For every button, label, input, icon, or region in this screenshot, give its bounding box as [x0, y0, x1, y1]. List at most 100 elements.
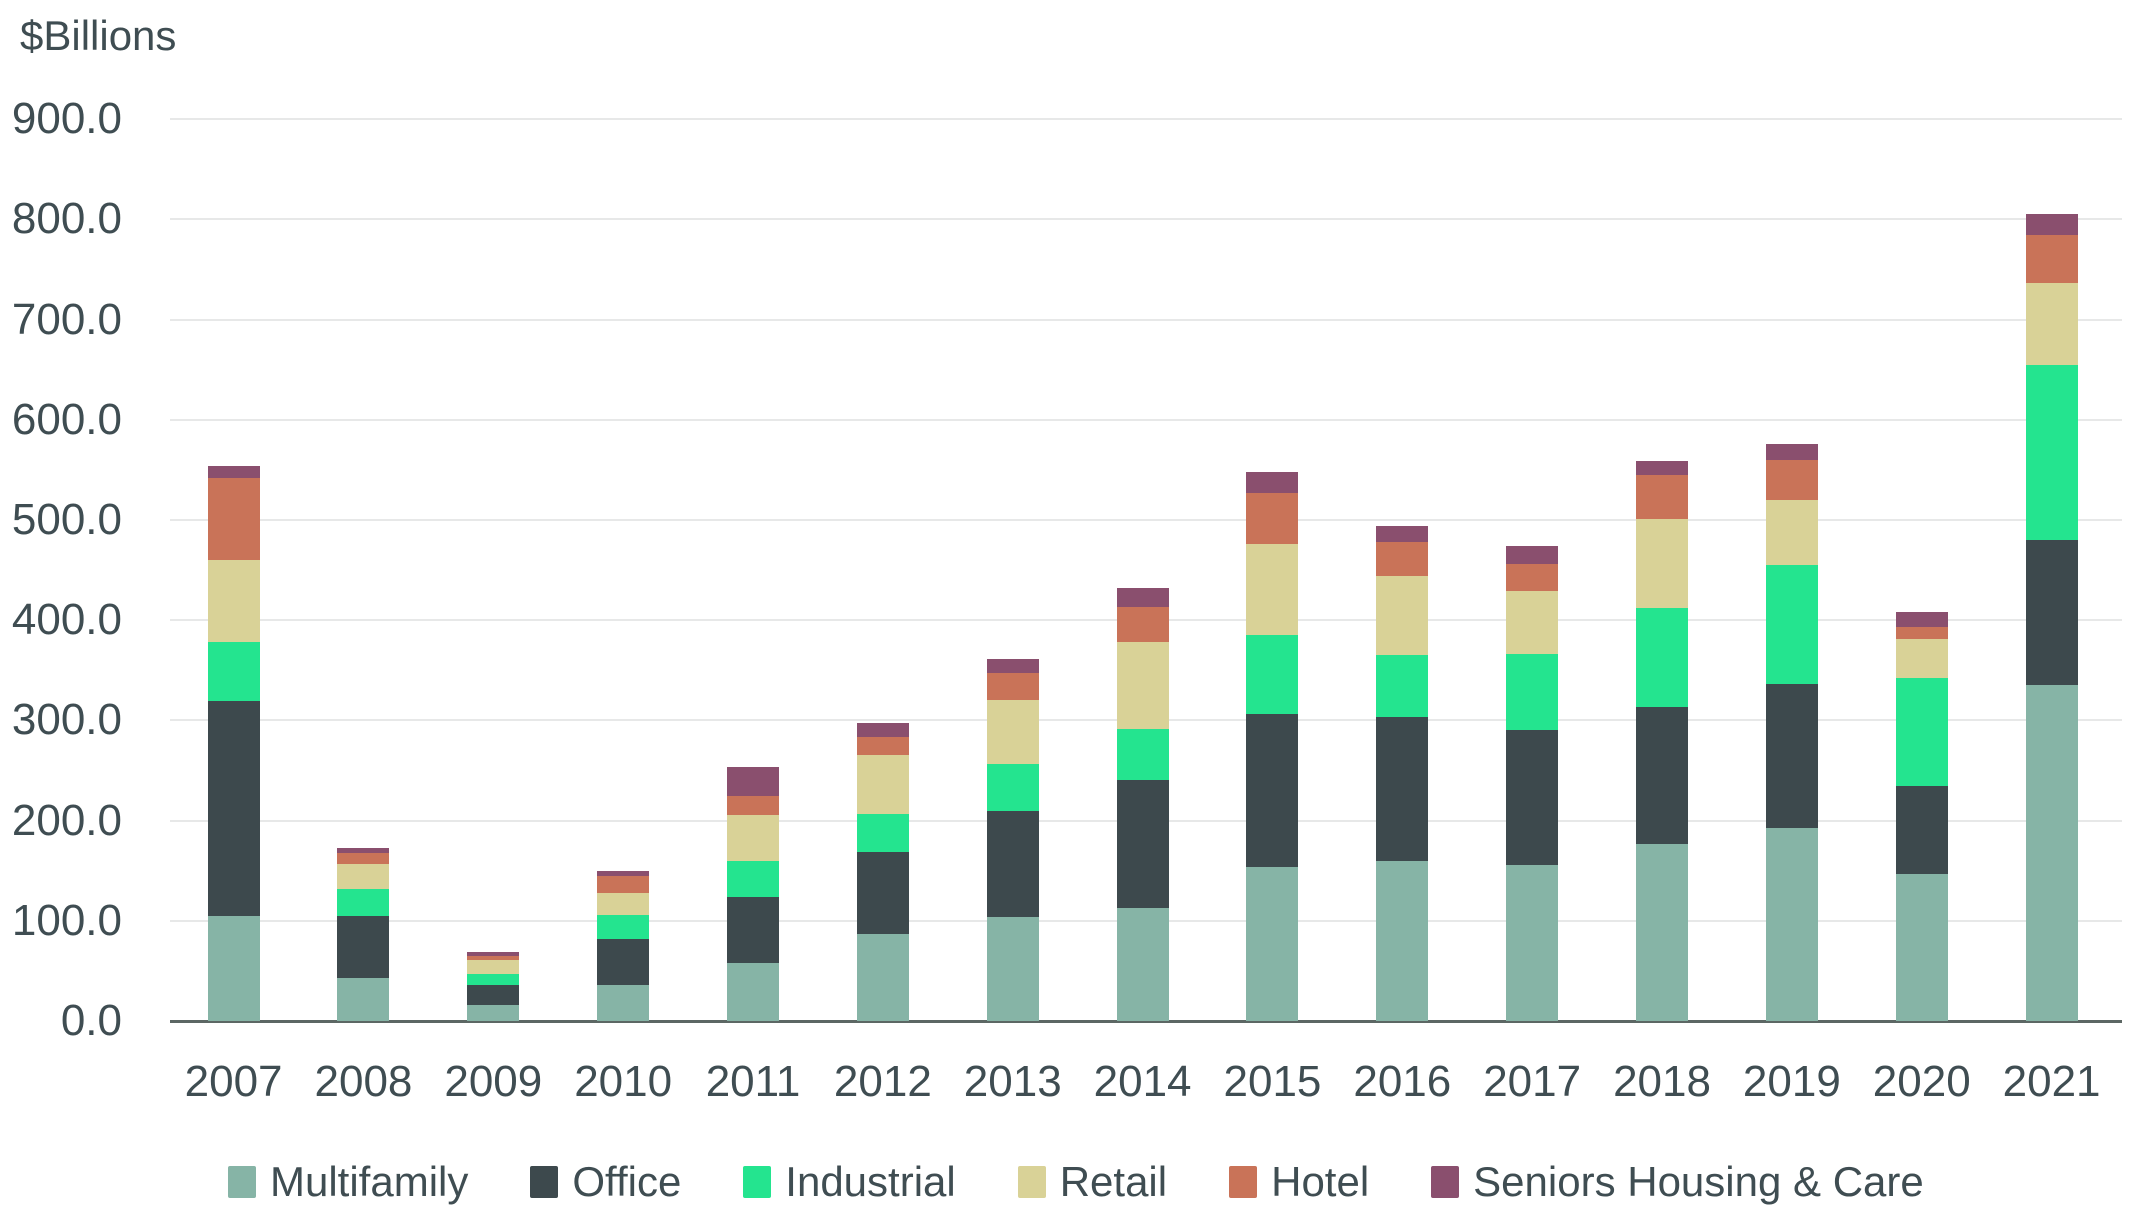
bar-segment-seniors-housing-care [1765, 443, 1818, 460]
x-tick-label: 2013 [963, 1057, 1062, 1106]
legend-label: Seniors Housing & Care [1473, 1158, 1924, 1205]
bar-segment-retail [2025, 282, 2078, 365]
x-tick-label: 2016 [1353, 1057, 1452, 1106]
bar-segment-seniors-housing-care [1636, 460, 1689, 475]
bar-segment-multifamily [1506, 864, 1559, 1021]
y-tick-label: 700.0 [11, 294, 122, 344]
bar-segment-hotel [1636, 474, 1689, 519]
bar-segment-hotel [1116, 607, 1169, 643]
bar-segment-multifamily [1765, 827, 1818, 1021]
bar-segment-office [207, 701, 260, 916]
bar-segment-hotel [467, 955, 520, 960]
y-tick-label: 900.0 [11, 94, 122, 144]
gridline [170, 118, 2122, 121]
bar-segment-seniors-housing-care [1246, 471, 1299, 493]
bar-segment-industrial [1765, 565, 1818, 685]
bar-segment-industrial [856, 813, 909, 852]
bar-segment-office [1116, 779, 1169, 908]
bar-segment-multifamily [1636, 843, 1689, 1021]
bar-segment-seniors-housing-care [2025, 214, 2078, 236]
bar-segment-industrial [467, 973, 520, 985]
bar-segment-multifamily [1895, 873, 1948, 1021]
bar-segment-hotel [2025, 235, 2078, 283]
bar-segment-multifamily [1246, 866, 1299, 1021]
bar-segment-seniors-housing-care [1376, 526, 1429, 543]
bar-segment-seniors-housing-care [856, 723, 909, 738]
bar-segment-retail [1765, 499, 1818, 566]
legend-item-industrial: Industrial [743, 1158, 956, 1206]
legend-label: Multifamily [270, 1158, 469, 1205]
bar-segment-hotel [337, 852, 390, 864]
bar-segment-industrial [597, 914, 650, 939]
legend-label: Retail [1059, 1158, 1168, 1205]
bar-segment-hotel [1506, 564, 1559, 592]
bar-segment-multifamily [207, 915, 260, 1021]
legend-item-office: Office [530, 1158, 681, 1206]
legend-item-retail: Retail [1017, 1158, 1168, 1206]
legend-label: Hotel [1271, 1158, 1370, 1205]
bar-segment-multifamily [2025, 685, 2078, 1021]
legend-swatch-industrial [743, 1166, 772, 1198]
x-tick-label: 2008 [314, 1057, 413, 1106]
bar-segment-multifamily [727, 962, 780, 1021]
bar-segment-industrial [1636, 608, 1689, 708]
y-tick-label: 600.0 [11, 394, 122, 444]
bar-segment-office [856, 851, 909, 934]
bar-segment-multifamily [986, 916, 1039, 1021]
bar-segment-hotel [727, 795, 780, 815]
bar-segment-office [986, 810, 1039, 917]
bar-segment-retail [986, 700, 1039, 765]
bar-segment-retail [207, 560, 260, 643]
gridline [170, 218, 2122, 221]
bar-segment-industrial [337, 888, 390, 916]
bar-segment-seniors-housing-care [986, 659, 1039, 674]
x-tick-label: 2018 [1613, 1057, 1711, 1106]
bar-segment-seniors-housing-care [1895, 612, 1948, 628]
bar-segment-office [597, 938, 650, 985]
bar-segment-industrial [727, 860, 780, 897]
legend-swatch-office [530, 1166, 559, 1198]
bar-segment-office [1246, 714, 1299, 867]
y-tick-label: 400.0 [11, 595, 122, 645]
bar-segment-industrial [1246, 635, 1299, 715]
bar-segment-office [467, 984, 520, 1005]
bar-segment-retail [856, 755, 909, 814]
bar-segment-retail [1246, 544, 1299, 636]
x-tick-label: 2021 [2002, 1057, 2101, 1106]
bar-segment-hotel [597, 875, 650, 893]
legend-swatch-retail [1017, 1166, 1046, 1198]
legend: Multifamily Office Industrial Retail Hotel Se… [228, 1158, 1924, 1206]
x-tick-label: 2012 [833, 1057, 932, 1106]
bar-segment-seniors-housing-care [1116, 588, 1169, 608]
bar-segment-industrial [986, 764, 1039, 811]
bar-segment-retail [1116, 642, 1169, 730]
bar-segment-seniors-housing-care [597, 870, 650, 876]
bar-segment-seniors-housing-care [1506, 546, 1559, 565]
bar-segment-hotel [1765, 459, 1818, 500]
bar-segment-retail [337, 863, 390, 889]
legend-label: Industrial [785, 1158, 956, 1205]
bar-segment-office [1636, 707, 1689, 844]
bar-segment-industrial [1116, 729, 1169, 780]
x-tick-label: 2015 [1223, 1057, 1322, 1106]
y-tick-label: 800.0 [11, 194, 122, 244]
x-tick-label: 2020 [1872, 1057, 1971, 1106]
bar-segment-retail [1895, 639, 1948, 679]
bar-segment-office [1765, 684, 1818, 828]
bar-segment-office [727, 896, 780, 963]
bar-segment-seniors-housing-care [337, 847, 390, 853]
y-tick-label: 200.0 [11, 795, 122, 845]
bar-segment-multifamily [467, 1004, 520, 1021]
y-tick-label: 500.0 [11, 495, 122, 544]
bar-segment-seniors-housing-care [727, 767, 780, 796]
bar-segment-hotel [986, 673, 1039, 701]
legend-swatch-hotel [1229, 1166, 1258, 1198]
x-tick-label: 2019 [1742, 1057, 1841, 1106]
bar-segment-retail [727, 814, 780, 861]
bar-segment-hotel [1246, 492, 1299, 545]
bar-segment-office [2025, 540, 2078, 686]
legend-item-multifamily: Multifamily [228, 1158, 468, 1206]
bar-segment-multifamily [1116, 907, 1169, 1021]
bar-segment-office [1895, 785, 1948, 874]
